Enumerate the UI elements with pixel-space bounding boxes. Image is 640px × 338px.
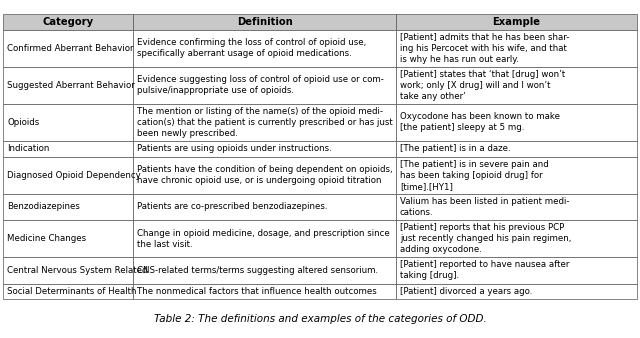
Bar xyxy=(396,30,637,67)
Bar xyxy=(3,194,133,220)
Bar xyxy=(3,67,133,104)
Bar xyxy=(396,194,637,220)
Text: Valium has been listed in patient medi-
cations.: Valium has been listed in patient medi- … xyxy=(400,197,570,217)
Bar xyxy=(396,156,637,194)
Text: Evidence suggesting loss of control of opioid use or com-
pulsive/inappropriate : Evidence suggesting loss of control of o… xyxy=(137,75,384,95)
Bar xyxy=(3,220,133,257)
Text: [Patient] reported to have nausea after
taking [drug].: [Patient] reported to have nausea after … xyxy=(400,260,569,281)
Bar xyxy=(133,257,396,284)
Text: Patients are co-prescribed benzodiazepines.: Patients are co-prescribed benzodiazepin… xyxy=(137,202,328,211)
Text: [Patient] reports that his previous PCP
just recently changed his pain regimen,
: [Patient] reports that his previous PCP … xyxy=(400,223,572,254)
Bar xyxy=(3,30,133,67)
Bar xyxy=(3,141,133,156)
Text: [Patient] divorced a years ago.: [Patient] divorced a years ago. xyxy=(400,287,532,296)
Bar xyxy=(396,141,637,156)
Text: Indication: Indication xyxy=(7,144,49,153)
Text: Change in opioid medicine, dosage, and prescription since
the last visit.: Change in opioid medicine, dosage, and p… xyxy=(137,228,390,249)
Text: Confirmed Aberrant Behavior: Confirmed Aberrant Behavior xyxy=(7,44,134,53)
Text: Patients have the condition of being dependent on opioids,
have chronic opioid u: Patients have the condition of being dep… xyxy=(137,165,392,185)
Text: [Patient] admits that he has been shar-
ing his Percocet with his wife, and that: [Patient] admits that he has been shar- … xyxy=(400,32,569,64)
Text: The nonmedical factors that influence health outcomes: The nonmedical factors that influence he… xyxy=(137,287,377,296)
Bar xyxy=(133,141,396,156)
Text: [The patient] is in severe pain and
has been taking [opioid drug] for
[time].[HY: [The patient] is in severe pain and has … xyxy=(400,160,548,191)
Text: Evidence confirming the loss of control of opioid use,
specifically aberrant usa: Evidence confirming the loss of control … xyxy=(137,38,366,58)
Text: CNS-related terms/terms suggesting altered sensorium.: CNS-related terms/terms suggesting alter… xyxy=(137,266,378,275)
Bar xyxy=(3,257,133,284)
Bar xyxy=(133,284,396,299)
Bar xyxy=(396,104,637,141)
Bar xyxy=(396,257,637,284)
Text: Oxycodone has been known to make
[the patient] sleepy at 5 mg.: Oxycodone has been known to make [the pa… xyxy=(400,113,560,132)
Text: [The patient] is in a daze.: [The patient] is in a daze. xyxy=(400,144,511,153)
Text: Table 2: The definitions and examples of the categories of ODD.: Table 2: The definitions and examples of… xyxy=(154,314,486,323)
Text: Patients are using opioids under instructions.: Patients are using opioids under instruc… xyxy=(137,144,332,153)
Bar xyxy=(133,67,396,104)
Bar xyxy=(3,156,133,194)
Bar xyxy=(133,104,396,141)
Bar xyxy=(133,156,396,194)
Text: Suggested Aberrant Behavior: Suggested Aberrant Behavior xyxy=(7,81,135,90)
Text: Medicine Changes: Medicine Changes xyxy=(7,234,86,243)
Bar xyxy=(396,220,637,257)
Text: Category: Category xyxy=(43,17,93,27)
Bar xyxy=(396,284,637,299)
Text: Definition: Definition xyxy=(237,17,292,27)
Bar xyxy=(396,14,637,30)
Text: Example: Example xyxy=(492,17,540,27)
Text: [Patient] states that ‘that [drug] won’t
work; only [X drug] will and I won’t
ta: [Patient] states that ‘that [drug] won’t… xyxy=(400,70,565,101)
Bar xyxy=(133,14,396,30)
Text: Social Determinants of Health: Social Determinants of Health xyxy=(7,287,136,296)
Text: The mention or listing of the name(s) of the opioid medi-
cation(s) that the pat: The mention or listing of the name(s) of… xyxy=(137,107,393,138)
Text: Central Nervous System Related: Central Nervous System Related xyxy=(7,266,148,275)
Bar xyxy=(133,220,396,257)
Text: Opioids: Opioids xyxy=(7,118,39,127)
Bar xyxy=(396,67,637,104)
Bar xyxy=(3,104,133,141)
Bar xyxy=(3,284,133,299)
Text: Diagnosed Opioid Dependency: Diagnosed Opioid Dependency xyxy=(7,171,141,180)
Bar xyxy=(133,30,396,67)
Bar xyxy=(133,194,396,220)
Text: Benzodiazepines: Benzodiazepines xyxy=(7,202,80,211)
Bar xyxy=(3,14,133,30)
